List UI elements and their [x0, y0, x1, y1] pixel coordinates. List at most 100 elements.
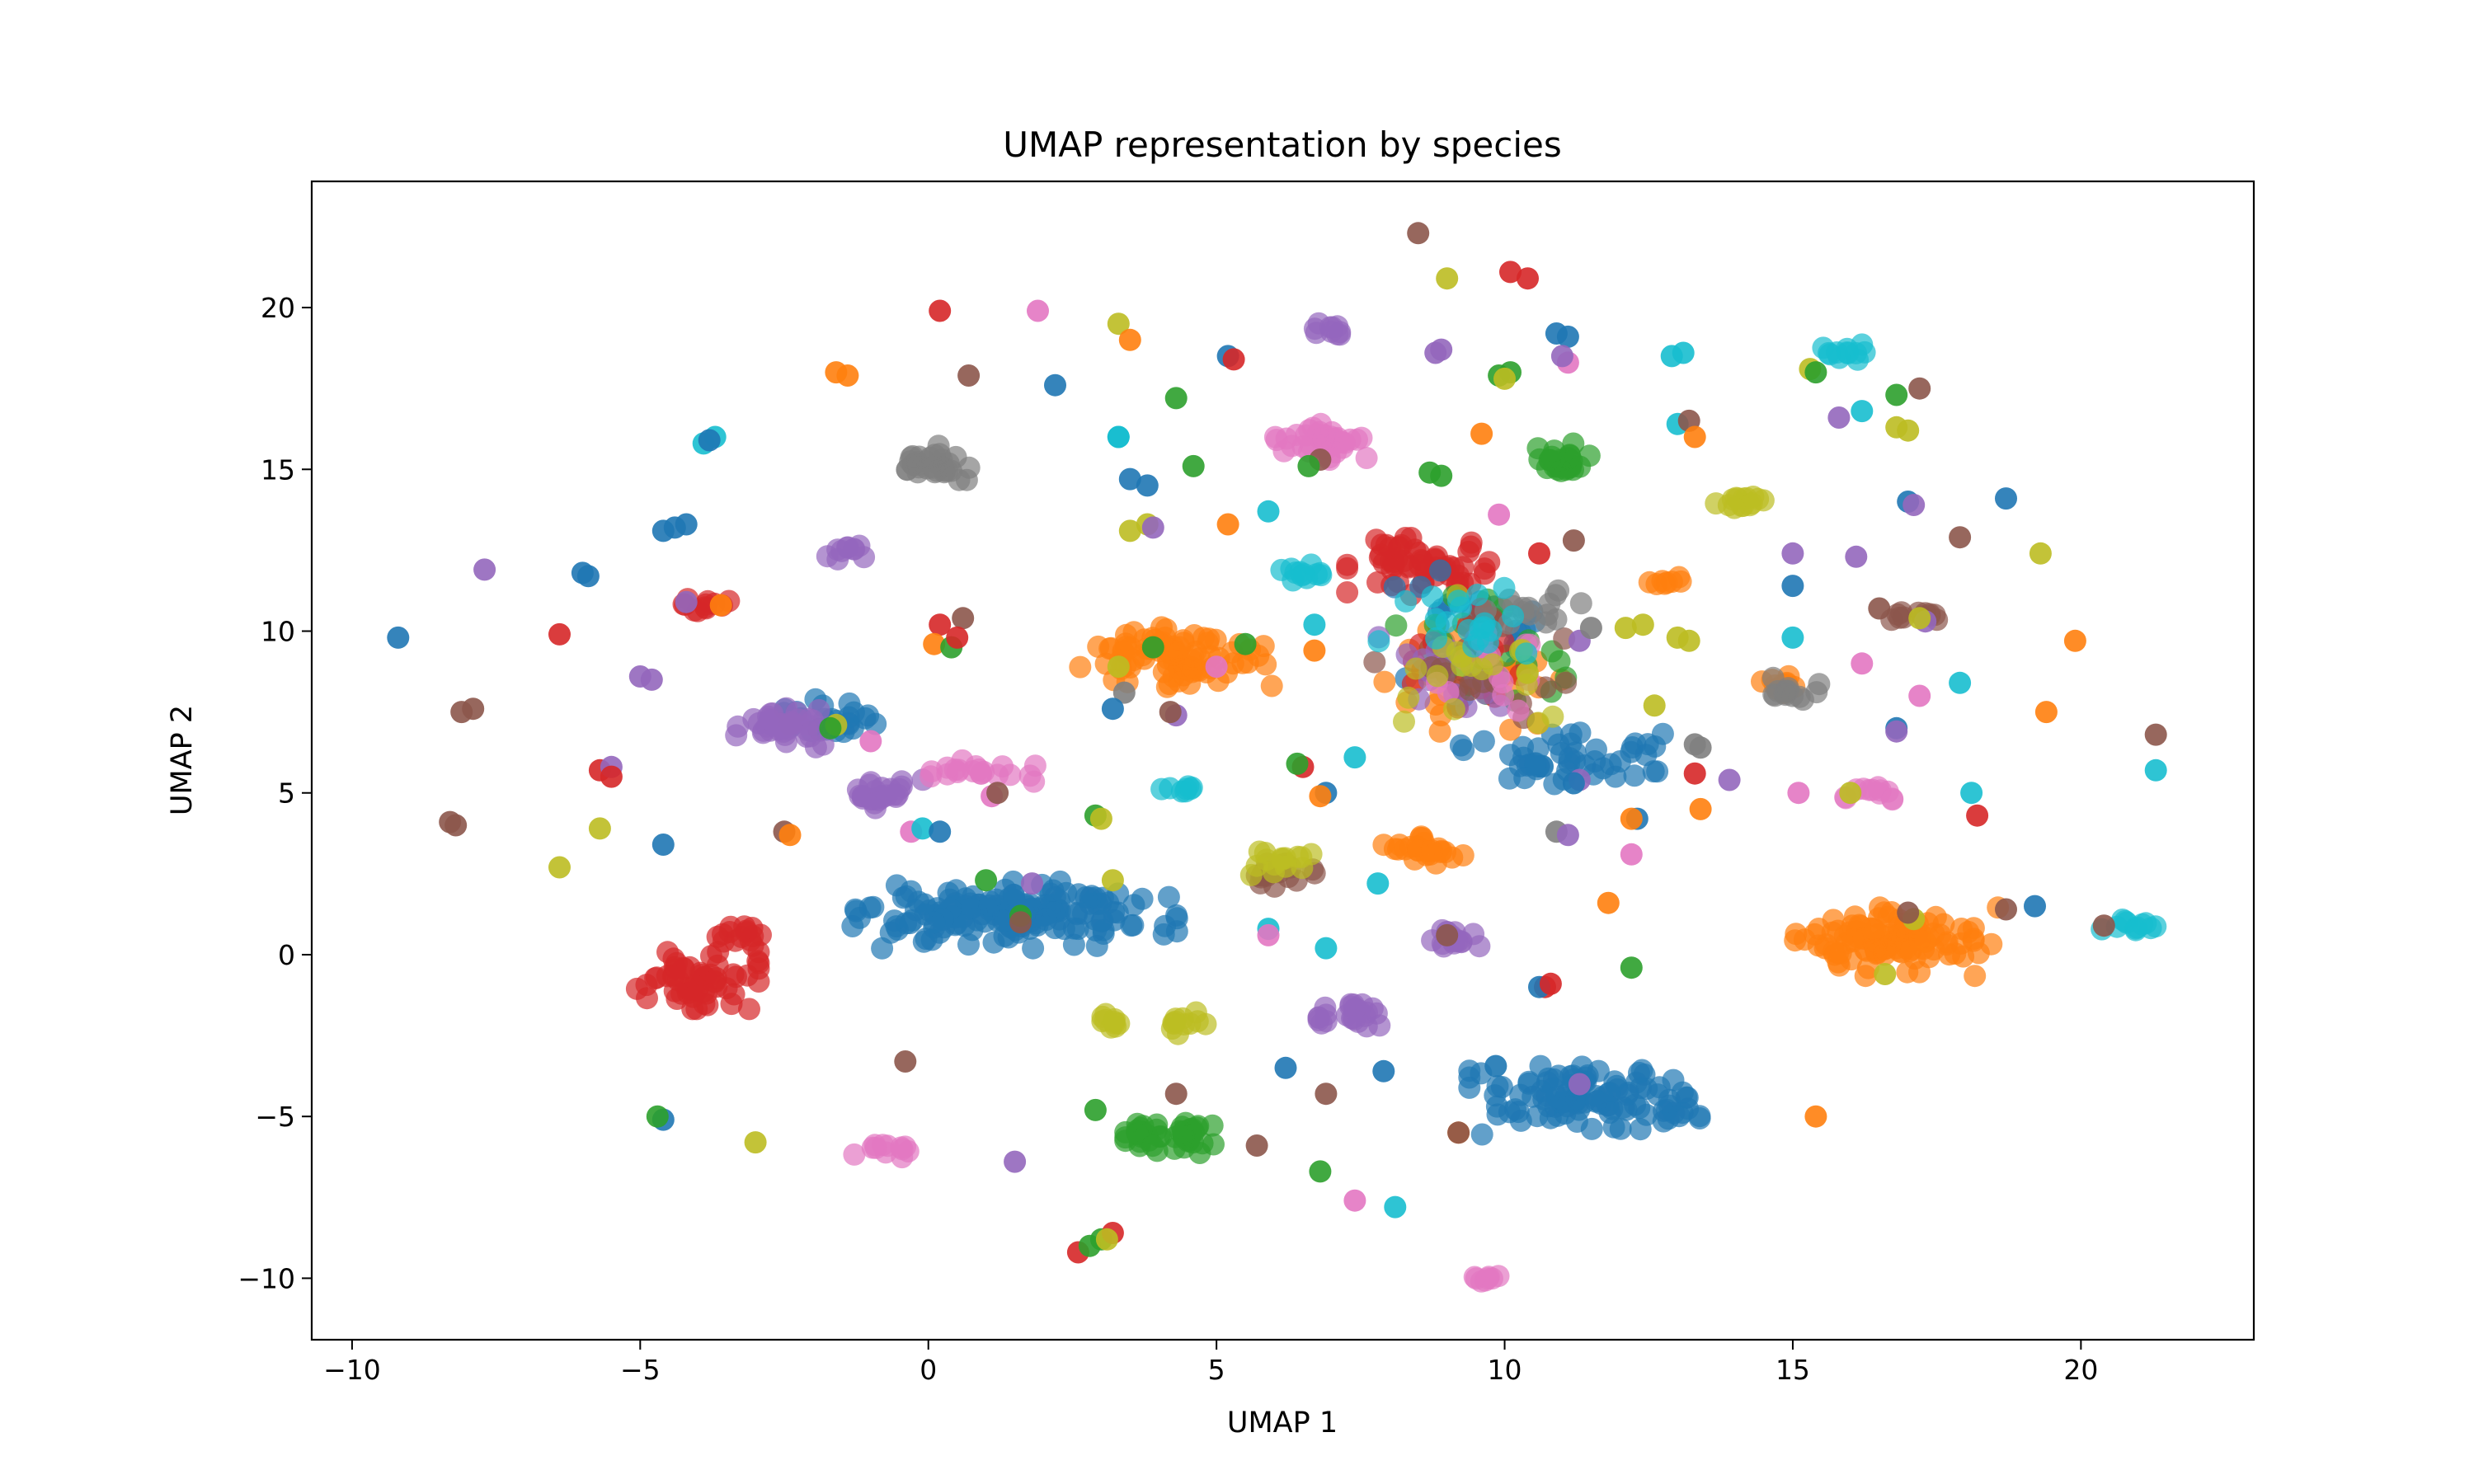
- cluster-point-blue: [1055, 881, 1078, 904]
- cluster-point-gray: [1569, 592, 1592, 615]
- cluster-point-blue: [1084, 919, 1108, 942]
- cluster-point-brown: [1363, 650, 1386, 674]
- scatter-points: [387, 222, 2167, 1293]
- cluster-point-blue: [841, 915, 864, 937]
- cluster-point-red: [1409, 554, 1432, 577]
- scatter-point-green: [646, 1105, 669, 1128]
- cluster-point-cyan: [1818, 341, 1840, 364]
- scatter-point-red: [1222, 348, 1245, 371]
- y-tick-label: 15: [261, 453, 295, 486]
- scatter-point-purple: [1568, 1073, 1591, 1096]
- scatter-point-purple: [1141, 516, 1164, 539]
- cluster-point-pink: [890, 1136, 913, 1159]
- cluster-point-red: [738, 998, 760, 1021]
- scatter-point-brown: [1159, 701, 1182, 724]
- scatter-point-pink: [1620, 843, 1643, 866]
- scatter-point-cyan: [1660, 345, 1683, 368]
- scatter-point-pink: [1027, 299, 1049, 322]
- scatter-point-brown: [894, 1050, 917, 1073]
- cluster-point-cyan: [1180, 776, 1203, 799]
- cluster-point-orange: [1373, 670, 1396, 693]
- scatter-point-brown: [1164, 1082, 1188, 1106]
- scatter-point-olive: [1101, 869, 1124, 892]
- scatter-point-purple: [1556, 824, 1579, 847]
- scatter-point-brown: [2092, 914, 2115, 937]
- scatter-point-brown: [1436, 923, 1459, 946]
- cluster-point-red: [700, 945, 722, 968]
- scatter-point-green: [819, 716, 842, 740]
- cluster-point-olive: [1103, 1012, 1126, 1035]
- scatter-point-purple: [1550, 345, 1573, 368]
- scatter-point-brown: [444, 814, 468, 837]
- cluster-point-cyan: [1296, 566, 1319, 589]
- cluster-point-red: [741, 917, 764, 939]
- cluster-point-orange: [1155, 675, 1178, 698]
- cluster-point-blue: [899, 912, 921, 935]
- scatter-point-brown: [2144, 723, 2167, 746]
- scatter-point-olive: [1643, 694, 1666, 717]
- y-axis-ticks: −10 −5 0 5 10 15 20: [238, 292, 312, 1294]
- cluster-point-olive: [1442, 697, 1465, 721]
- scatter-point-pink: [1205, 655, 1228, 679]
- scatter-point-brown: [1868, 597, 1891, 620]
- scatter-point-olive: [1095, 1228, 1118, 1251]
- cluster-point-purple: [1305, 322, 1328, 345]
- cluster-point-blue: [912, 930, 935, 953]
- scatter-point-brown: [1562, 529, 1585, 552]
- cluster-point-purple: [826, 547, 849, 571]
- scatter-point-cyan: [1366, 872, 1390, 895]
- scatter-point-pink: [1343, 1189, 1366, 1212]
- cluster-point-pink: [861, 1136, 884, 1159]
- cluster-point-orange: [1964, 965, 1987, 988]
- scatter-point-red: [1539, 972, 1562, 995]
- scatter-point-red: [600, 765, 623, 788]
- cluster-point-blue: [1529, 1054, 1552, 1078]
- scatter-point-olive: [1118, 519, 1141, 542]
- scatter-point-purple: [640, 668, 663, 691]
- plot-frame: [310, 180, 2255, 1341]
- cluster-point-orange: [1260, 674, 1283, 697]
- x-tick-label: 0: [920, 1354, 937, 1386]
- cluster-point-orange: [1667, 566, 1691, 589]
- cluster-point-pink: [1437, 681, 1460, 703]
- cluster-point-blue: [1472, 730, 1495, 753]
- scatter-point-cyan: [1851, 400, 1874, 423]
- cluster-point-blue: [1458, 1076, 1481, 1099]
- scatter-point-blue: [1372, 1059, 1395, 1082]
- scatter-point-blue: [1136, 474, 1159, 497]
- y-tick-label: 0: [278, 939, 295, 971]
- scatter-point-purple: [675, 590, 698, 613]
- cluster-point-cyan: [1450, 596, 1472, 619]
- scatter-point-olive: [1493, 367, 1516, 390]
- cluster-point-pink: [1265, 429, 1288, 452]
- cluster-point-gray: [1773, 682, 1796, 705]
- scatter-point-cyan: [1315, 937, 1338, 960]
- scatter-point-green: [1418, 461, 1442, 484]
- scatter-point-cyan: [1303, 613, 1326, 636]
- cluster-point-green: [1550, 459, 1573, 482]
- scatter-point-orange: [1804, 1105, 1827, 1128]
- cluster-point-orange: [1221, 652, 1244, 675]
- cluster-point-brown: [1554, 671, 1578, 694]
- cluster-point-green: [1543, 439, 1566, 463]
- scatter-point-blue: [1101, 697, 1124, 721]
- scatter-point-olive: [1089, 807, 1112, 830]
- scatter-point-olive: [1897, 419, 1920, 442]
- cluster-point-green: [1385, 614, 1408, 637]
- cluster-point-orange: [1418, 840, 1441, 863]
- cluster-point-purple: [1326, 315, 1349, 338]
- cluster-point-purple: [795, 726, 818, 748]
- cluster-point-blue: [1630, 1059, 1653, 1082]
- cluster-point-olive: [1397, 686, 1420, 709]
- cluster-point-blue: [900, 880, 923, 903]
- scatter-point-olive: [1614, 617, 1637, 640]
- cluster-point-red: [1473, 562, 1496, 585]
- scatter-point-green: [1804, 361, 1827, 384]
- cluster-point-orange: [1428, 720, 1451, 743]
- cluster-point-orange: [1980, 932, 2003, 956]
- scatter-point-purple: [1827, 406, 1851, 429]
- scatter-point-brown: [986, 782, 1009, 805]
- scatter-point-cyan: [1107, 425, 1130, 448]
- scatter-point-olive: [588, 817, 611, 840]
